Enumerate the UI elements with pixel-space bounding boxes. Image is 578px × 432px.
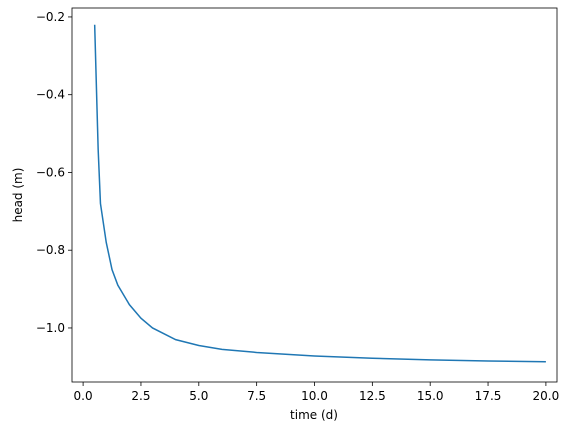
x-tick-label: 10.0 [301,389,328,403]
y-tick-label: −0.2 [36,10,65,24]
x-tick-label: 17.5 [475,389,502,403]
x-tick-label: 12.5 [359,389,386,403]
x-tick-label: 15.0 [417,389,444,403]
x-tick-label: 20.0 [533,389,560,403]
y-tick-label: −1.0 [36,321,65,335]
x-tick-label: 2.5 [131,389,150,403]
x-tick-label: 0.0 [74,389,93,403]
line [93,24,546,363]
x-axis-label: time (d) [290,408,338,422]
axes-frame [71,7,558,383]
y-axis-label: head (m) [11,168,25,223]
x-tick-label: 5.0 [189,389,208,403]
y-tick-label: −0.4 [36,88,65,102]
x-tick-label: 7.5 [247,389,266,403]
y-tick-label: −0.6 [36,165,65,179]
y-tick-label: −0.8 [36,243,65,257]
